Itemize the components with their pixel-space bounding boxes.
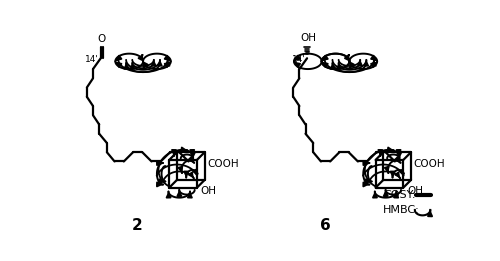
Text: OH: OH bbox=[407, 186, 423, 197]
Text: O: O bbox=[98, 34, 106, 44]
Text: COOH: COOH bbox=[207, 159, 238, 169]
Text: COSY:: COSY: bbox=[384, 190, 416, 200]
Text: 14': 14' bbox=[86, 55, 99, 64]
Text: COOH: COOH bbox=[414, 159, 445, 169]
Text: OH: OH bbox=[300, 33, 316, 43]
Text: 6: 6 bbox=[320, 218, 331, 233]
Text: 14': 14' bbox=[292, 55, 306, 64]
Text: HMBC:: HMBC: bbox=[384, 205, 420, 215]
Text: 2: 2 bbox=[132, 218, 142, 233]
Text: OH: OH bbox=[201, 186, 217, 197]
